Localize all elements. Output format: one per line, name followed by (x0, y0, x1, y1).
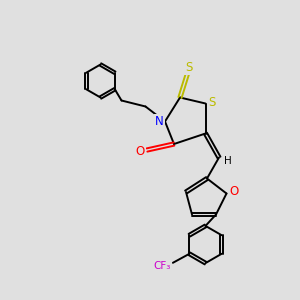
Text: S: S (185, 61, 193, 74)
Text: O: O (230, 184, 238, 198)
Text: CF₃: CF₃ (154, 261, 171, 271)
Text: N: N (155, 115, 164, 128)
Text: H: H (224, 156, 231, 166)
Text: S: S (208, 95, 216, 109)
Text: O: O (136, 145, 145, 158)
